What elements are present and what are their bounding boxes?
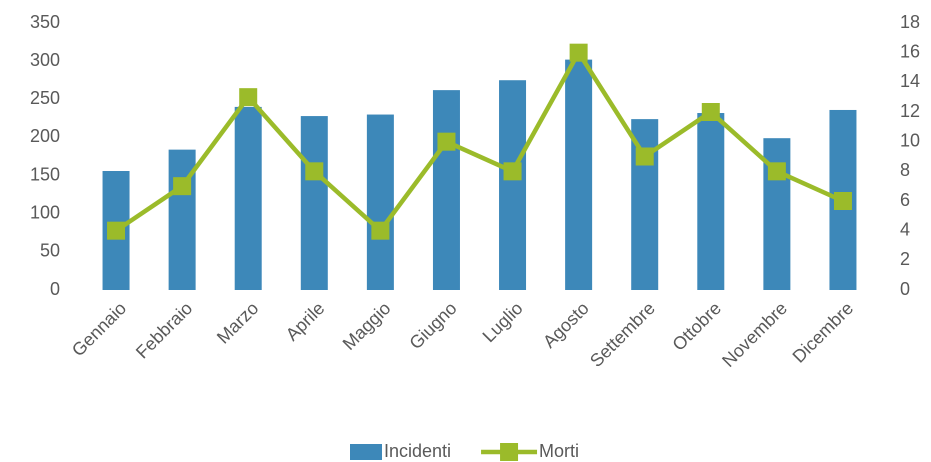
x-tick-label: Aprile xyxy=(282,298,329,345)
y2-tick-label: 10 xyxy=(900,130,920,150)
x-tick-label: Febbraio xyxy=(132,298,196,362)
marker xyxy=(305,162,324,181)
x-tick-label: Agosto xyxy=(539,298,593,352)
x-tick-label: Novembre xyxy=(718,298,791,371)
y-tick-label: 100 xyxy=(30,202,60,222)
bar xyxy=(300,116,328,290)
marker xyxy=(635,147,654,166)
y2-tick-label: 18 xyxy=(900,12,920,32)
legend-label: Morti xyxy=(539,441,579,461)
bar xyxy=(432,90,460,290)
y2-tick-label: 0 xyxy=(900,279,910,299)
y-tick-label: 250 xyxy=(30,88,60,108)
bar xyxy=(697,113,725,290)
legend-swatch xyxy=(350,444,382,460)
bar xyxy=(565,59,593,290)
x-tick-label: Luglio xyxy=(479,298,527,346)
legend-swatch xyxy=(500,443,519,461)
y2-tick-label: 4 xyxy=(900,219,910,239)
y-tick-label: 50 xyxy=(40,241,60,261)
x-tick-label: Dicembre xyxy=(789,298,858,367)
y2-tick-label: 14 xyxy=(900,71,920,91)
marker xyxy=(437,132,456,151)
y2-tick-label: 2 xyxy=(900,249,910,269)
marker xyxy=(569,43,588,62)
x-tick-label: Gennaio xyxy=(68,298,130,360)
marker xyxy=(767,162,786,181)
y2-tick-label: 12 xyxy=(900,101,920,121)
marker xyxy=(173,177,192,196)
y2-tick-label: 8 xyxy=(900,160,910,180)
x-tick-label: Settembre xyxy=(586,298,659,371)
bar xyxy=(234,106,262,291)
line xyxy=(114,48,844,234)
x-tick-label: Maggio xyxy=(339,298,395,354)
x-tick-label: Ottobre xyxy=(668,298,725,355)
marker xyxy=(701,103,720,121)
y2-tick-label: 6 xyxy=(900,190,910,210)
bar xyxy=(366,114,394,291)
y-tick-label: 200 xyxy=(30,126,60,146)
bar xyxy=(499,80,527,290)
y2-tick-label: 16 xyxy=(900,41,920,61)
marker xyxy=(833,192,852,210)
marker xyxy=(239,88,258,107)
marker xyxy=(107,221,126,240)
marker xyxy=(503,162,522,181)
legend-label: Incidenti xyxy=(384,441,451,461)
y-tick-label: 300 xyxy=(30,50,60,70)
y-tick-label: 350 xyxy=(30,12,60,32)
x-tick-label: Giugno xyxy=(405,298,460,353)
y-tick-label: 150 xyxy=(30,164,60,184)
x-tick-label: Marzo xyxy=(213,298,263,348)
marker xyxy=(371,221,390,240)
y-tick-label: 0 xyxy=(50,279,60,299)
